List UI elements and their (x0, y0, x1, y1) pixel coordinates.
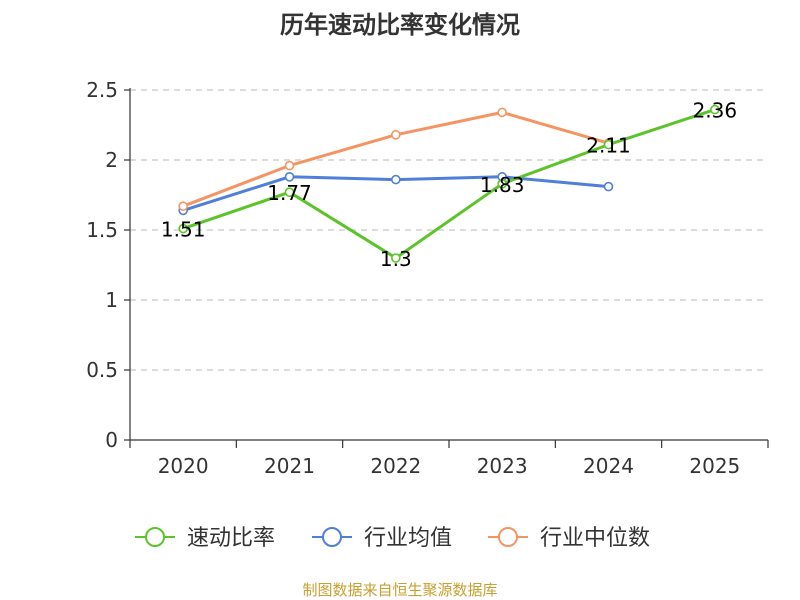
data-point (391, 174, 401, 185)
axis-layer: 0 0.5 1 1.5 2 2.5 2020 2021 2022 2023 2024 2025 (86, 78, 769, 478)
data-label: 1.83 (480, 173, 525, 197)
data-point (603, 139, 614, 150)
x-tick-label: 2020 (158, 454, 209, 478)
data-point (178, 201, 188, 211)
data-label: 1.3 (380, 247, 412, 271)
chart-title: 历年速动比率变化情况 (280, 11, 520, 39)
y-tick-label: 1 (105, 288, 118, 312)
legend-label: 行业中位数 (540, 526, 650, 551)
data-point (710, 104, 720, 115)
data-label-layer: 1.51 1.77 1.3 1.83 2.11 2.36 (161, 99, 737, 271)
data-point (284, 172, 295, 182)
x-tick-label: 2023 (477, 454, 528, 478)
legend-swatch-marker (498, 527, 518, 547)
series-line (182, 108, 716, 260)
data-label: 1.77 (267, 181, 312, 205)
data-point (391, 130, 401, 140)
x-tick-label: 2021 (264, 454, 315, 478)
y-tick-label: 0 (105, 428, 118, 452)
y-tick-label: 1.5 (86, 218, 118, 242)
legend-label: 行业均值 (364, 526, 452, 551)
data-point (284, 160, 295, 171)
legend-label: 速动比率 (187, 526, 275, 551)
data-point (391, 253, 401, 263)
x-tick-label: 2025 (689, 454, 740, 478)
data-point (603, 181, 614, 192)
data-point (178, 223, 188, 234)
legend: 速动比率 行业均值 行业中位数 (135, 526, 650, 551)
y-tick-label: 0.5 (86, 358, 118, 382)
series-line (182, 110, 609, 208)
x-tick-label: 2024 (583, 454, 634, 478)
legend-swatch-marker (322, 527, 342, 547)
legend-swatch-marker (145, 527, 165, 547)
y-tick-label: 2.5 (86, 78, 118, 102)
data-label: 2.36 (693, 99, 738, 123)
y-tick-label: 2 (105, 148, 118, 172)
data-point (497, 179, 507, 189)
source-note: 制图数据来自恒生聚源数据库 (302, 581, 498, 599)
data-label: 1.51 (161, 218, 206, 242)
x-tick-label: 2022 (370, 454, 421, 478)
data-point (497, 107, 507, 118)
grid-layer (130, 89, 768, 371)
data-label: 2.11 (586, 134, 631, 158)
data-point (284, 187, 295, 197)
series-layer (178, 104, 720, 263)
